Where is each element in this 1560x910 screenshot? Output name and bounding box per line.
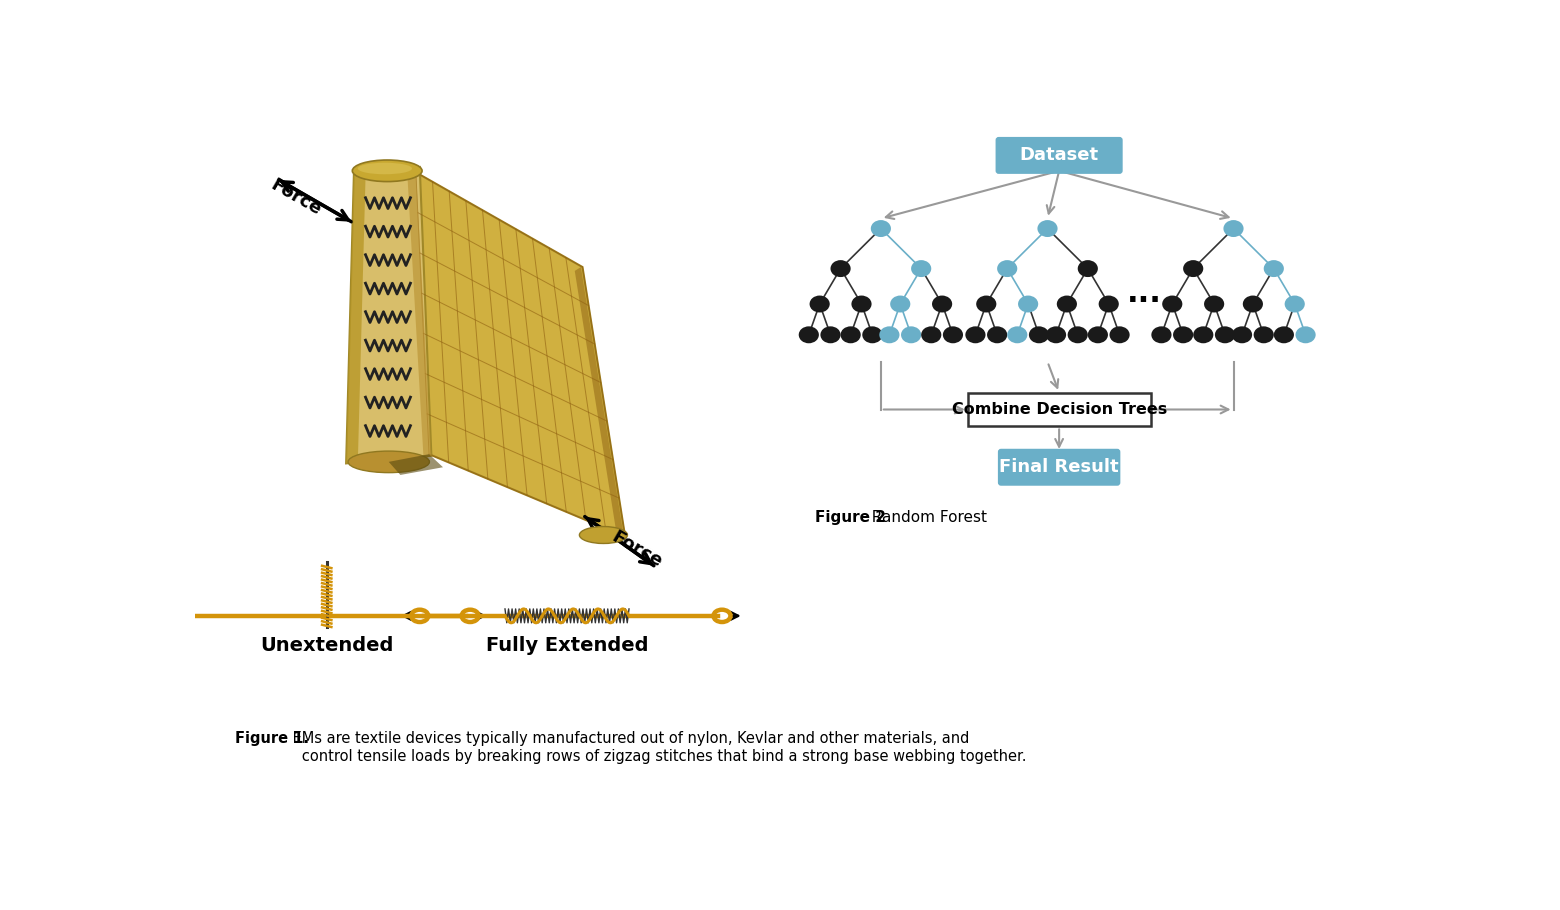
FancyBboxPatch shape xyxy=(995,136,1123,174)
Ellipse shape xyxy=(1098,296,1119,312)
Polygon shape xyxy=(388,454,443,475)
Ellipse shape xyxy=(1223,220,1243,237)
Text: Figure 2: Figure 2 xyxy=(814,510,886,524)
Ellipse shape xyxy=(1182,260,1203,277)
Ellipse shape xyxy=(931,296,952,312)
Text: . Random Forest: . Random Forest xyxy=(861,510,986,524)
Ellipse shape xyxy=(357,163,412,175)
FancyBboxPatch shape xyxy=(967,392,1151,427)
Ellipse shape xyxy=(1019,296,1039,312)
Text: Force: Force xyxy=(608,528,665,571)
Ellipse shape xyxy=(852,296,872,312)
Text: Figure 1.: Figure 1. xyxy=(236,732,309,746)
Polygon shape xyxy=(417,172,626,537)
Ellipse shape xyxy=(902,327,920,343)
Text: Final Result: Final Result xyxy=(1000,459,1119,476)
Text: EMs are textile devices typically manufactured out of nylon, Kevlar and other ma: EMs are textile devices typically manufa… xyxy=(289,732,1026,763)
Text: Combine Decision Trees: Combine Decision Trees xyxy=(952,402,1167,417)
Ellipse shape xyxy=(841,327,861,343)
Ellipse shape xyxy=(1162,296,1182,312)
Ellipse shape xyxy=(1254,327,1275,343)
Ellipse shape xyxy=(1275,327,1293,343)
Ellipse shape xyxy=(1204,296,1225,312)
Ellipse shape xyxy=(1078,260,1098,277)
Ellipse shape xyxy=(891,296,911,312)
Ellipse shape xyxy=(863,327,883,343)
Text: Force: Force xyxy=(267,176,324,219)
Ellipse shape xyxy=(870,220,891,237)
Ellipse shape xyxy=(1037,220,1058,237)
Ellipse shape xyxy=(1284,296,1304,312)
Ellipse shape xyxy=(920,327,941,343)
FancyBboxPatch shape xyxy=(998,449,1120,486)
Ellipse shape xyxy=(353,160,423,182)
Ellipse shape xyxy=(830,260,850,277)
Ellipse shape xyxy=(579,527,627,543)
Ellipse shape xyxy=(997,260,1017,277)
Ellipse shape xyxy=(810,296,830,312)
Ellipse shape xyxy=(1151,327,1172,343)
Ellipse shape xyxy=(1045,327,1065,343)
Polygon shape xyxy=(346,167,432,463)
Ellipse shape xyxy=(1173,327,1193,343)
Ellipse shape xyxy=(1109,327,1129,343)
Ellipse shape xyxy=(1243,296,1264,312)
Ellipse shape xyxy=(1232,327,1253,343)
Polygon shape xyxy=(346,175,365,465)
Ellipse shape xyxy=(1215,327,1236,343)
Ellipse shape xyxy=(1067,327,1087,343)
Ellipse shape xyxy=(799,327,819,343)
Ellipse shape xyxy=(1193,327,1214,343)
Text: Dataset: Dataset xyxy=(1020,147,1098,165)
Ellipse shape xyxy=(1056,296,1076,312)
Ellipse shape xyxy=(348,451,429,472)
Ellipse shape xyxy=(1087,327,1108,343)
Polygon shape xyxy=(574,267,624,539)
Polygon shape xyxy=(407,171,432,460)
Ellipse shape xyxy=(1295,327,1315,343)
Ellipse shape xyxy=(821,327,841,343)
Ellipse shape xyxy=(1030,327,1048,343)
Text: Unextended: Unextended xyxy=(261,635,393,654)
Ellipse shape xyxy=(1008,327,1028,343)
Ellipse shape xyxy=(880,327,900,343)
Ellipse shape xyxy=(911,260,931,277)
Text: Fully Extended: Fully Extended xyxy=(485,635,649,654)
Ellipse shape xyxy=(987,327,1008,343)
Ellipse shape xyxy=(942,327,963,343)
Ellipse shape xyxy=(977,296,997,312)
Ellipse shape xyxy=(1264,260,1284,277)
Ellipse shape xyxy=(966,327,986,343)
Text: ...: ... xyxy=(1126,279,1162,308)
